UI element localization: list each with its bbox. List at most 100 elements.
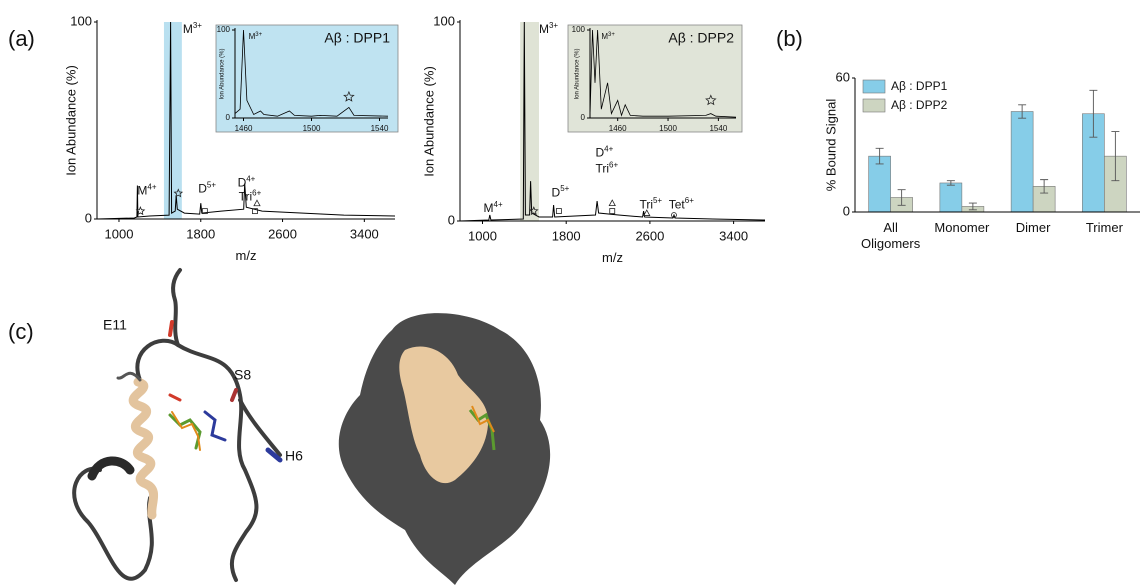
y-tick-label: 0 bbox=[581, 113, 586, 122]
peak-charge: 3+ bbox=[549, 21, 558, 30]
peak-label: M3+ bbox=[601, 32, 615, 42]
error-bar bbox=[946, 180, 955, 186]
error-bar bbox=[1040, 179, 1049, 194]
panel-label: (c) bbox=[8, 319, 34, 344]
peak-label: M4+ bbox=[484, 200, 503, 216]
x-tick-label: 1540 bbox=[371, 124, 389, 133]
peak-label: M3+ bbox=[249, 32, 263, 42]
bar bbox=[939, 182, 963, 213]
x-tick-label: 1800 bbox=[186, 226, 215, 241]
x-axis-label: m/z bbox=[602, 250, 623, 265]
x-tick-label: 3400 bbox=[350, 226, 379, 241]
peak-label: Tri5+ bbox=[639, 196, 662, 212]
peak-charge: 3+ bbox=[193, 20, 202, 29]
spectrum-line bbox=[234, 29, 389, 117]
y-tick-label: 100 bbox=[217, 25, 231, 34]
peak-marker bbox=[555, 208, 562, 214]
inset-background bbox=[215, 24, 399, 133]
inset-title: Aβ : DPP2 bbox=[668, 30, 734, 46]
panel-label: (a) bbox=[8, 26, 35, 51]
spectrum-line bbox=[589, 29, 737, 118]
error-bar bbox=[968, 202, 977, 211]
ribbon-structure bbox=[72, 268, 283, 582]
highlight-band bbox=[163, 22, 182, 219]
peak-label: M3+ bbox=[183, 20, 202, 36]
spectrum-line bbox=[96, 21, 396, 220]
error-bar bbox=[1018, 104, 1027, 119]
bar bbox=[868, 155, 891, 213]
peak-marker bbox=[671, 212, 677, 218]
peak-charge: 4+ bbox=[147, 182, 156, 191]
y-axis-label: Ion Abundance (%) bbox=[220, 48, 226, 99]
y-tick-label: 100 bbox=[70, 13, 92, 28]
y-tick-label: 0 bbox=[843, 203, 850, 218]
surface-structure bbox=[338, 313, 551, 585]
peak-charge: 3+ bbox=[608, 32, 615, 38]
legend-swatch bbox=[862, 98, 886, 113]
peak-charge: 6+ bbox=[252, 188, 261, 197]
x-tick-label: 1000 bbox=[468, 228, 497, 243]
spectrum-line bbox=[459, 21, 766, 222]
y-axis-label: Ion Abundance (%) bbox=[63, 65, 78, 176]
x-tick-label: Dimer bbox=[1015, 220, 1051, 235]
peak-charge: 4+ bbox=[604, 144, 613, 153]
peak-marker bbox=[252, 208, 258, 215]
peak-label: D5+ bbox=[198, 180, 216, 196]
x-tick-label: 3400 bbox=[719, 228, 748, 243]
x-tick-label: 1800 bbox=[552, 228, 581, 243]
residue-label: H6 bbox=[285, 448, 303, 464]
peak-label: Tri6+ bbox=[239, 188, 262, 204]
peak-marker bbox=[135, 206, 146, 216]
peak-marker bbox=[529, 206, 539, 216]
y-tick-label: 0 bbox=[226, 113, 231, 122]
y-tick-label: 100 bbox=[433, 13, 455, 28]
x-tick-label: 1460 bbox=[609, 124, 627, 133]
peak-charge: 4+ bbox=[246, 174, 255, 183]
legend-label: Aβ : DPP2 bbox=[891, 98, 948, 112]
x-tick-label: Trimer bbox=[1085, 220, 1123, 235]
peak-marker bbox=[608, 199, 616, 206]
x-tick-label: 2600 bbox=[635, 228, 664, 243]
error-bar bbox=[875, 147, 884, 165]
y-axis-label: % Bound Signal bbox=[823, 99, 838, 192]
y-tick-label: 0 bbox=[85, 210, 92, 225]
peak-marker bbox=[173, 188, 184, 198]
peak-label: M3+ bbox=[539, 21, 558, 37]
peak-label: D4+ bbox=[595, 144, 613, 160]
error-bar bbox=[897, 189, 906, 206]
legend-swatch bbox=[862, 79, 886, 94]
peak-marker bbox=[343, 90, 355, 102]
peak-label: Tri6+ bbox=[595, 160, 618, 176]
x-tick-label: 1000 bbox=[105, 226, 134, 241]
error-bar bbox=[1089, 89, 1098, 138]
error-bar bbox=[1111, 131, 1120, 182]
residue-label: E11 bbox=[103, 317, 127, 333]
peak-label: D5+ bbox=[552, 184, 570, 200]
peak-charge: 6+ bbox=[685, 196, 694, 205]
peak-marker bbox=[705, 94, 717, 106]
peak-marker bbox=[201, 208, 208, 215]
peak-label: M4+ bbox=[137, 182, 156, 198]
y-tick-label: 60 bbox=[836, 69, 850, 84]
inset-title: Aβ : DPP1 bbox=[324, 30, 390, 46]
peak-marker bbox=[609, 208, 616, 214]
peak-charge: 4+ bbox=[494, 200, 503, 209]
peak-charge: 6+ bbox=[609, 160, 618, 169]
peak-charge: 5+ bbox=[207, 180, 216, 189]
peak-charge: 3+ bbox=[255, 32, 262, 38]
x-tick-label: 1540 bbox=[709, 124, 727, 133]
panel-label: (b) bbox=[776, 26, 803, 51]
x-tick-label: 1500 bbox=[303, 124, 321, 133]
y-axis-label: Ion Abundance (%) bbox=[421, 66, 436, 177]
legend-label: Aβ : DPP1 bbox=[891, 79, 948, 93]
y-tick-label: 0 bbox=[448, 212, 455, 227]
x-tick-label: 1500 bbox=[659, 124, 677, 133]
peak-label: Tet6+ bbox=[669, 196, 694, 212]
x-tick-label: All Oligomers bbox=[861, 220, 921, 251]
peak-charge: 5+ bbox=[560, 184, 569, 193]
x-tick-label: 1460 bbox=[235, 124, 253, 133]
peak-marker bbox=[643, 209, 651, 216]
x-axis-label: m/z bbox=[236, 248, 257, 263]
residue-label: S8 bbox=[234, 367, 251, 383]
